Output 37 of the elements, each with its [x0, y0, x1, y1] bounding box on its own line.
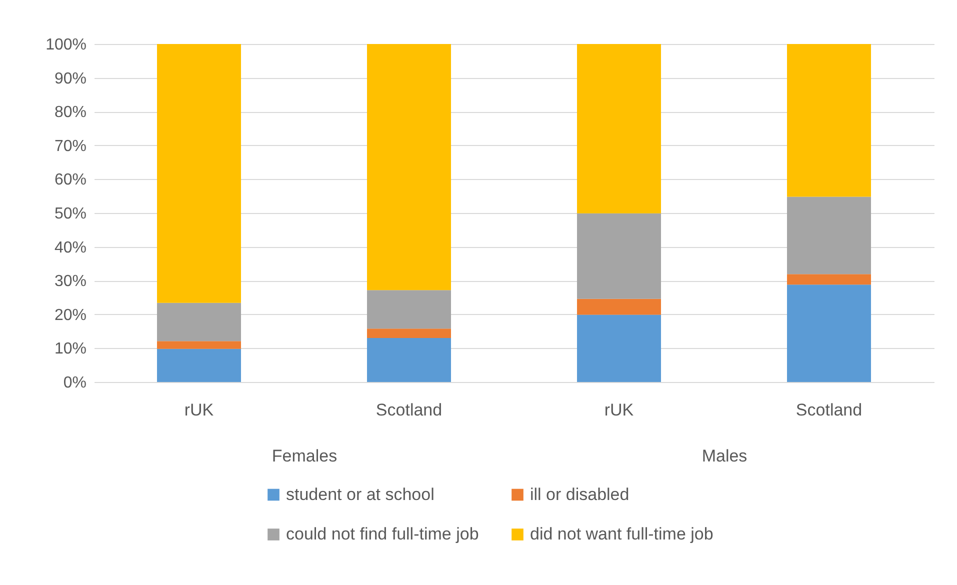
legend-label: could not find full-time job	[286, 524, 479, 544]
y-tick-label: 0%	[63, 374, 86, 392]
bar	[577, 298, 661, 315]
y-tick-label: 70%	[54, 138, 86, 155]
y-tick-label: 60%	[54, 172, 86, 189]
bar	[787, 44, 871, 197]
bar	[367, 338, 451, 382]
x-tick-label: Scotland	[796, 400, 862, 420]
y-tick-label: 100%	[46, 36, 86, 54]
bar	[577, 213, 661, 299]
bar	[787, 196, 871, 274]
bar	[157, 341, 241, 349]
y-tick-label: 80%	[54, 104, 86, 122]
bar	[577, 314, 661, 382]
y-tick-label: 10%	[54, 340, 86, 358]
x-axis-title: Females	[272, 446, 338, 466]
y-tick-label: 50%	[54, 206, 86, 222]
bar	[367, 328, 451, 338]
y-tick-label: 90%	[54, 70, 86, 88]
bar	[787, 274, 871, 285]
x-axis-title: Males	[702, 446, 748, 466]
legend-label: student or at school	[286, 484, 434, 504]
x-tick-label: Scotland	[376, 400, 442, 420]
x-tick-label: rUK	[184, 400, 214, 420]
legend-label: ill or disabled	[530, 484, 630, 504]
x-tick-label: rUK	[604, 400, 634, 420]
bar	[157, 44, 241, 303]
bar	[367, 290, 451, 329]
bar	[367, 44, 451, 290]
y-tick-label: 20%	[54, 306, 86, 324]
bar	[787, 284, 871, 382]
bar	[157, 348, 241, 382]
bar	[577, 44, 661, 214]
bar	[157, 302, 241, 342]
legend-label: did not want full-time job	[530, 524, 714, 544]
y-tick-label: 30%	[54, 273, 86, 290]
y-tick-label: 40%	[54, 239, 86, 256]
